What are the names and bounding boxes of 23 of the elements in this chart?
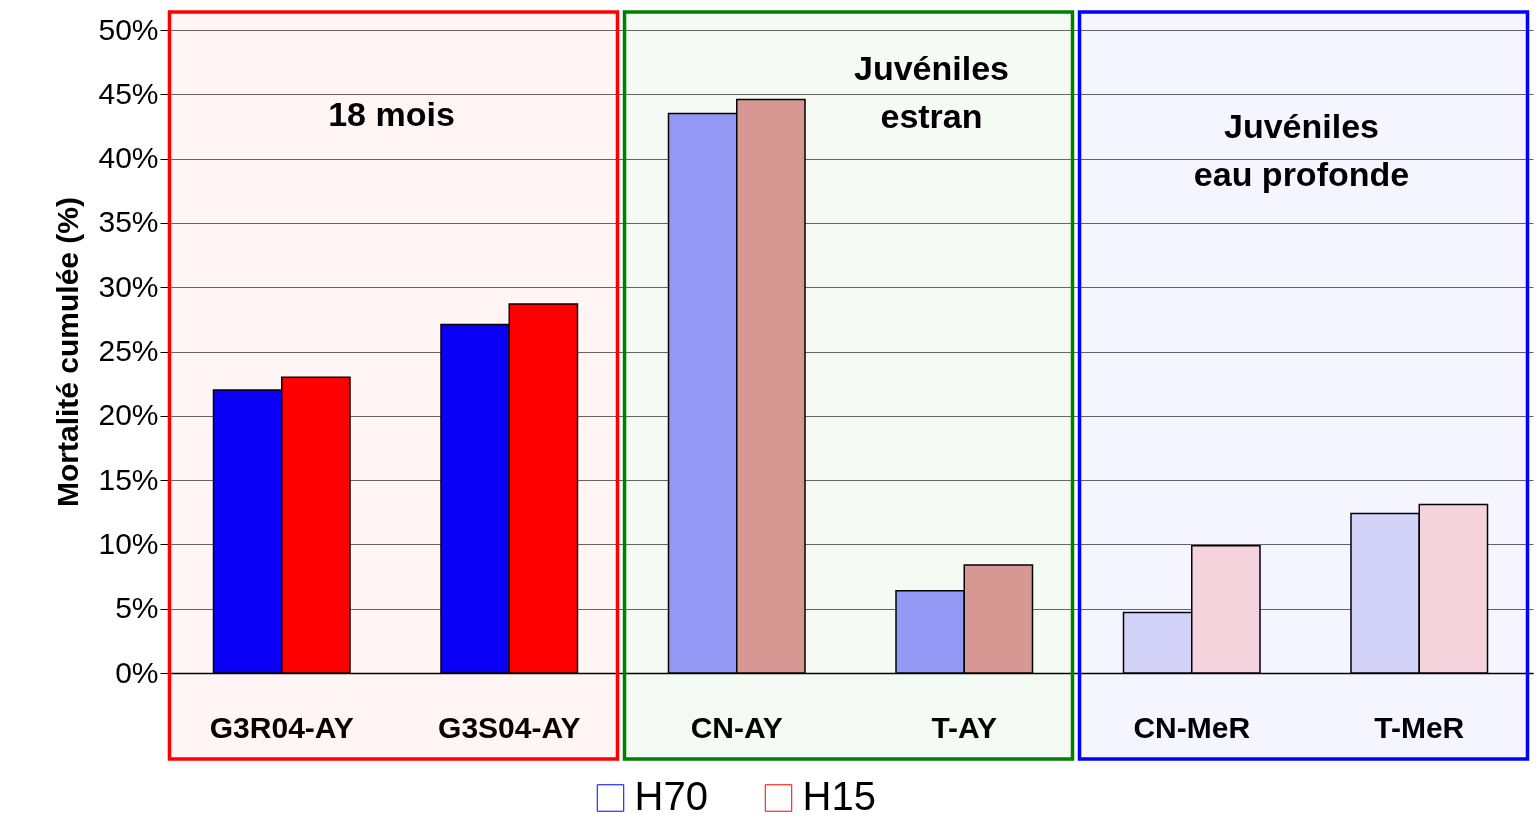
y-tick-label: 20%: [98, 398, 159, 432]
y-tick-label: 50%: [98, 12, 159, 46]
band-label: Juvéniles estran: [854, 49, 1009, 135]
legend-label: H15: [802, 774, 876, 818]
band-label: 18 mois: [328, 95, 455, 133]
y-tick-label: 45%: [98, 76, 159, 110]
x-tick-label: CN-AY: [690, 710, 783, 744]
x-tick-label: CN-MeR: [1133, 710, 1251, 744]
band-label: Juvéniles eau profonde: [1193, 107, 1410, 193]
y-tick-label: 30%: [98, 269, 159, 303]
y-axis-title: Mortalité cumulée (%): [51, 196, 85, 508]
y-tick-label: 35%: [98, 205, 159, 239]
x-tick-label: T-MeR: [1374, 710, 1465, 744]
y-tick-label: 40%: [98, 141, 159, 175]
y-tick-label: 0%: [115, 655, 159, 689]
legend-label: H70: [634, 774, 708, 818]
y-tick-label: 5%: [115, 591, 159, 625]
x-tick-label: T-AY: [931, 710, 998, 744]
x-tick-label: G3R04-AY: [209, 710, 354, 744]
x-tick-label: G3S04-AY: [438, 710, 581, 744]
y-tick-label: 25%: [98, 334, 159, 367]
y-tick-label: 15%: [98, 462, 159, 496]
y-tick-label: 10%: [98, 526, 159, 560]
